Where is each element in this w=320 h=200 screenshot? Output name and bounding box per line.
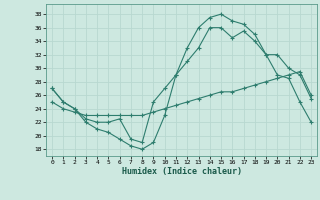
X-axis label: Humidex (Indice chaleur): Humidex (Indice chaleur) <box>122 167 242 176</box>
